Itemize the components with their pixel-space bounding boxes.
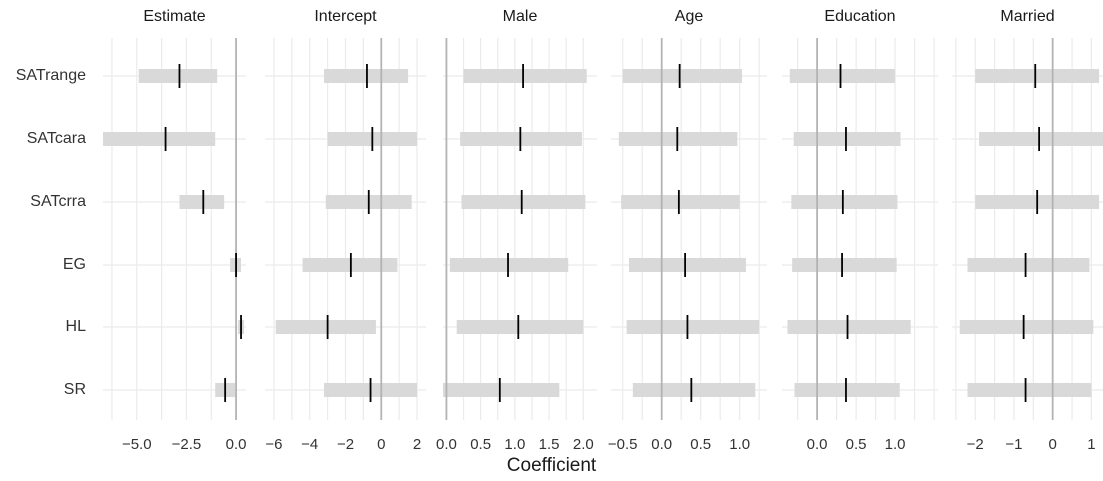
- panel-male: Male 0.0 0.5 1.0 1.5 2.0: [436, 0, 597, 460]
- row-label-satcrra: SATcrra: [30, 193, 86, 210]
- x-tick-label: 1.0: [884, 436, 906, 453]
- interval-bar-eg: [967, 258, 1090, 272]
- x-tick-label: 1: [1087, 436, 1096, 453]
- interval-bar-satrange: [975, 69, 1100, 83]
- row-label-sr: SR: [63, 381, 86, 398]
- interval-bar-eg: [628, 258, 746, 272]
- x-tick-label: 0.5: [845, 436, 867, 453]
- panel-title-estimate: Estimate: [143, 8, 206, 25]
- x-tick-label: 0.5: [690, 436, 712, 453]
- interval-bar-sr: [443, 383, 560, 397]
- x-tick-label: 0.5: [470, 436, 492, 453]
- panel-title-age: Age: [674, 8, 704, 25]
- x-tick-label: 2: [412, 436, 422, 453]
- x-tick-label: 0.0: [225, 436, 247, 453]
- interval-bar-satcara: [979, 132, 1103, 146]
- x-tick-label: 0: [1048, 436, 1057, 453]
- plot-area-estimate: [103, 38, 246, 420]
- row-label-satrange: SATrange: [15, 67, 86, 84]
- x-tick-label: −6: [265, 436, 283, 453]
- interval-bar-sr: [967, 383, 1092, 397]
- panel-title-education: Education: [824, 8, 896, 25]
- interval-bar-sr: [794, 383, 900, 397]
- panel-education: Education 0.0 0.5 1.0: [782, 0, 938, 460]
- x-tick-label: −2.5: [171, 436, 202, 453]
- x-tick-label: 1.5: [538, 436, 560, 453]
- row-label-hl: HL: [65, 318, 86, 335]
- plot-area-intercept: [265, 38, 426, 420]
- interval-bar-satrange: [622, 69, 743, 83]
- interval-bar-hl: [787, 320, 911, 334]
- interval-bar-satcrra: [791, 195, 898, 209]
- row-label-eg: EG: [62, 256, 86, 273]
- panel-title-intercept: Intercept: [314, 8, 377, 25]
- x-tick-label: −4: [301, 436, 319, 453]
- panel-married: Married −2 −1 0 1: [952, 0, 1103, 460]
- row-labels: SATrange SATcara SATcrra EG HL SR: [0, 0, 100, 481]
- plot-area-age: [611, 38, 767, 420]
- interval-bar-hl: [275, 320, 376, 334]
- interval-bar-eg: [792, 258, 897, 272]
- plot-area-male: [443, 38, 597, 420]
- x-tick-label: 0.0: [651, 436, 673, 453]
- plot-area-married: [952, 38, 1103, 420]
- interval-bar-satcrra: [179, 195, 225, 209]
- x-tick-label: 0: [377, 436, 386, 453]
- interval-bar-satcrra: [461, 195, 586, 209]
- x-tick-label: 1.0: [729, 436, 751, 453]
- plot-area-education: [782, 38, 938, 420]
- x-tick-label: 1.0: [504, 436, 526, 453]
- panel-age: Age −0.5 0.0 0.5 1.0: [607, 0, 767, 460]
- interval-bar-satrange: [138, 69, 218, 83]
- panel-estimate: Estimate −5.0 −2.5 0.0: [103, 0, 246, 460]
- row-label-satcara: SATcara: [26, 130, 86, 147]
- interval-bar-satcara: [103, 132, 216, 146]
- x-tick-label: −2: [336, 436, 355, 453]
- interval-bar-satrange: [463, 69, 587, 83]
- panel-intercept: Intercept −6 −4 −2 0 2: [265, 0, 426, 460]
- x-tick-label: 2.0: [572, 436, 594, 453]
- interval-bar-hl: [626, 320, 760, 334]
- x-tick-label: 0.0: [806, 436, 828, 453]
- x-tick-label: 0.0: [435, 436, 457, 453]
- interval-bar-satrange: [789, 69, 896, 83]
- x-tick-label: −2: [966, 436, 984, 453]
- panel-title-married: Married: [1000, 8, 1055, 25]
- interval-bar-satcara: [793, 132, 901, 146]
- x-tick-label: −0.5: [607, 436, 638, 453]
- panel-title-male: Male: [502, 8, 538, 25]
- x-tick-label: −1: [1005, 436, 1023, 453]
- interval-bar-hl: [456, 320, 584, 334]
- interval-bar-eg: [449, 258, 569, 272]
- x-tick-label: −5.0: [121, 436, 152, 453]
- interval-bar-satcrra: [621, 195, 740, 209]
- x-axis-title: Coefficient: [506, 455, 597, 476]
- interval-bar-sr: [632, 383, 756, 397]
- interval-bar-hl: [959, 320, 1094, 334]
